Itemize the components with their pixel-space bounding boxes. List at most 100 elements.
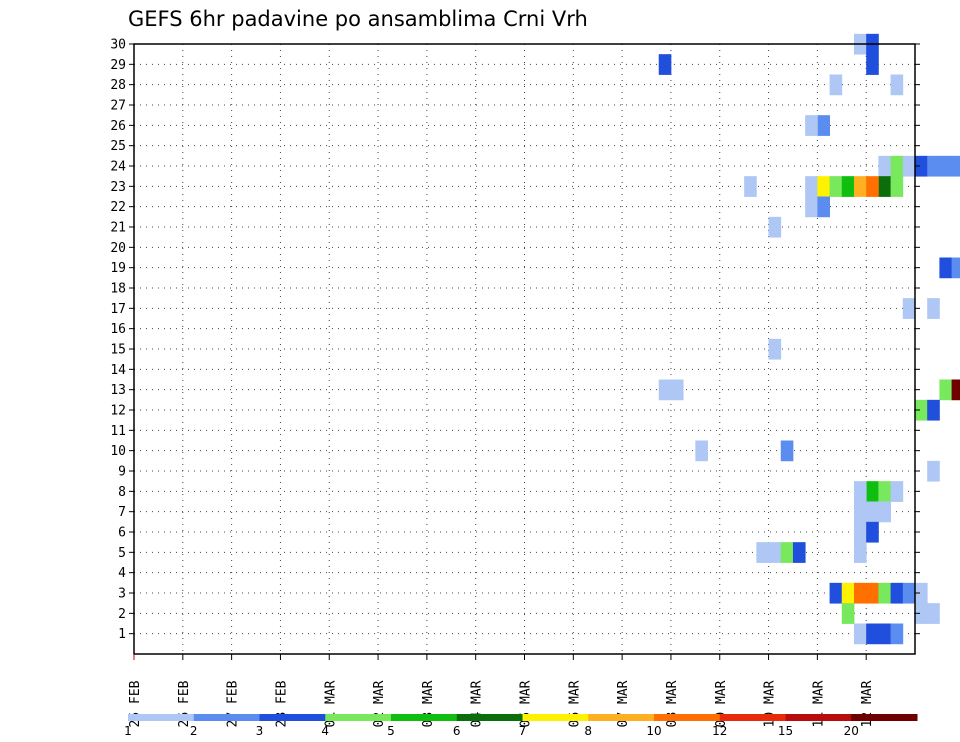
precip-cell	[817, 176, 830, 197]
precip-cell	[805, 196, 818, 218]
precip-cell	[890, 582, 904, 604]
y-tick-label: 5	[118, 546, 126, 561]
precip-cell	[902, 582, 916, 604]
precip-cell	[866, 521, 879, 543]
y-tick-label: 30	[110, 38, 126, 53]
colorbar-label: 2	[190, 724, 198, 738]
precip-cell	[927, 399, 940, 421]
y-tick-label: 23	[110, 180, 126, 195]
precip-cell	[695, 440, 708, 462]
precip-cell	[927, 155, 940, 177]
precip-cell	[768, 338, 782, 360]
y-tick-label: 12	[110, 404, 126, 419]
y-tick-label: 13	[110, 383, 126, 398]
precip-cell	[902, 155, 916, 177]
precip-cell	[841, 176, 855, 197]
y-tick-label: 25	[110, 139, 126, 154]
y-tick-label: 27	[110, 99, 126, 114]
y-tick-label: 2	[118, 607, 126, 622]
precip-cell	[829, 582, 843, 604]
y-tick-label: 4	[118, 566, 126, 581]
colorbar-segment	[128, 714, 195, 721]
precipitation-cells	[658, 33, 960, 645]
colorbar-label: 6	[453, 724, 461, 738]
y-tick-label: 21	[110, 221, 126, 236]
y-tick-label: 17	[110, 302, 126, 317]
precip-cell	[890, 74, 904, 96]
y-tick-label: 10	[110, 444, 126, 459]
precip-cell	[768, 542, 782, 563]
precip-cell	[939, 257, 953, 279]
precip-cell	[890, 176, 904, 197]
precip-cell	[878, 176, 891, 197]
precip-cell	[951, 257, 960, 279]
y-tick-label: 28	[110, 78, 126, 93]
colorbar-segment	[719, 714, 786, 721]
precip-cell	[792, 542, 806, 563]
precip-cell	[866, 481, 879, 502]
precip-cell	[780, 542, 794, 563]
colorbar-segment	[785, 714, 852, 721]
precip-cell	[866, 176, 879, 197]
precip-cell	[890, 155, 904, 177]
colorbar-label: 5	[387, 724, 395, 738]
precip-cell	[853, 623, 867, 645]
precip-cell	[927, 298, 940, 319]
y-tick-label: 11	[110, 424, 126, 439]
precip-cell	[817, 115, 830, 136]
precip-cell	[915, 155, 928, 177]
chart-title: GEFS 6hr padavine po ansamblima Crni Vrh	[128, 7, 588, 31]
colorbar-segment	[588, 714, 655, 721]
colorbar-segment	[522, 714, 589, 721]
y-tick-label: 16	[110, 322, 126, 337]
precip-cell	[915, 399, 928, 421]
precip-cell	[890, 623, 904, 645]
colorbar-label: 20	[844, 724, 859, 738]
precip-cell	[817, 196, 830, 218]
y-tick-label: 19	[110, 261, 126, 276]
y-tick-label: 22	[110, 200, 126, 215]
y-tick-label: 18	[110, 282, 126, 297]
y-axis-ticks: 1234567891011121314151617181920212223242…	[110, 38, 920, 642]
y-tick-label: 7	[118, 505, 126, 520]
precip-cell	[805, 176, 818, 197]
colorbar-segment	[456, 714, 523, 721]
precip-cell	[951, 379, 960, 401]
precip-cell	[927, 460, 940, 482]
y-tick-label: 14	[110, 363, 126, 378]
precip-cell	[951, 155, 960, 177]
y-tick-label: 15	[110, 343, 126, 358]
precip-cell	[841, 582, 855, 604]
colorbar-label: 10	[646, 724, 661, 738]
precip-cell	[866, 582, 879, 604]
precip-cell	[853, 542, 867, 563]
precip-cell	[878, 501, 891, 523]
y-tick-label: 29	[110, 58, 126, 73]
y-tick-label: 24	[110, 160, 126, 175]
precip-cell	[658, 54, 672, 75]
precip-cell	[853, 176, 867, 197]
precip-cell	[866, 54, 879, 75]
precip-cell	[780, 440, 794, 462]
colorbar-segment	[654, 714, 721, 721]
colorbar-label: 4	[321, 724, 329, 738]
precip-cell	[939, 155, 953, 177]
precip-cell	[927, 603, 940, 624]
y-tick-label: 6	[118, 526, 126, 541]
y-tick-label: 3	[118, 587, 126, 602]
precip-cell	[805, 115, 818, 136]
precip-cell	[866, 501, 879, 523]
precip-cell	[853, 582, 867, 604]
precip-cell	[939, 379, 953, 401]
precip-cell	[853, 481, 867, 502]
colorbar-segment	[391, 714, 458, 721]
precip-cell	[853, 501, 867, 523]
precip-cell	[829, 74, 843, 96]
precip-cell	[670, 379, 684, 401]
precip-cell	[768, 216, 782, 238]
y-tick-label: 26	[110, 119, 126, 134]
colorbar-label: 1	[124, 724, 132, 738]
y-tick-label: 1	[118, 627, 126, 642]
colorbar-label: 7	[519, 724, 527, 738]
